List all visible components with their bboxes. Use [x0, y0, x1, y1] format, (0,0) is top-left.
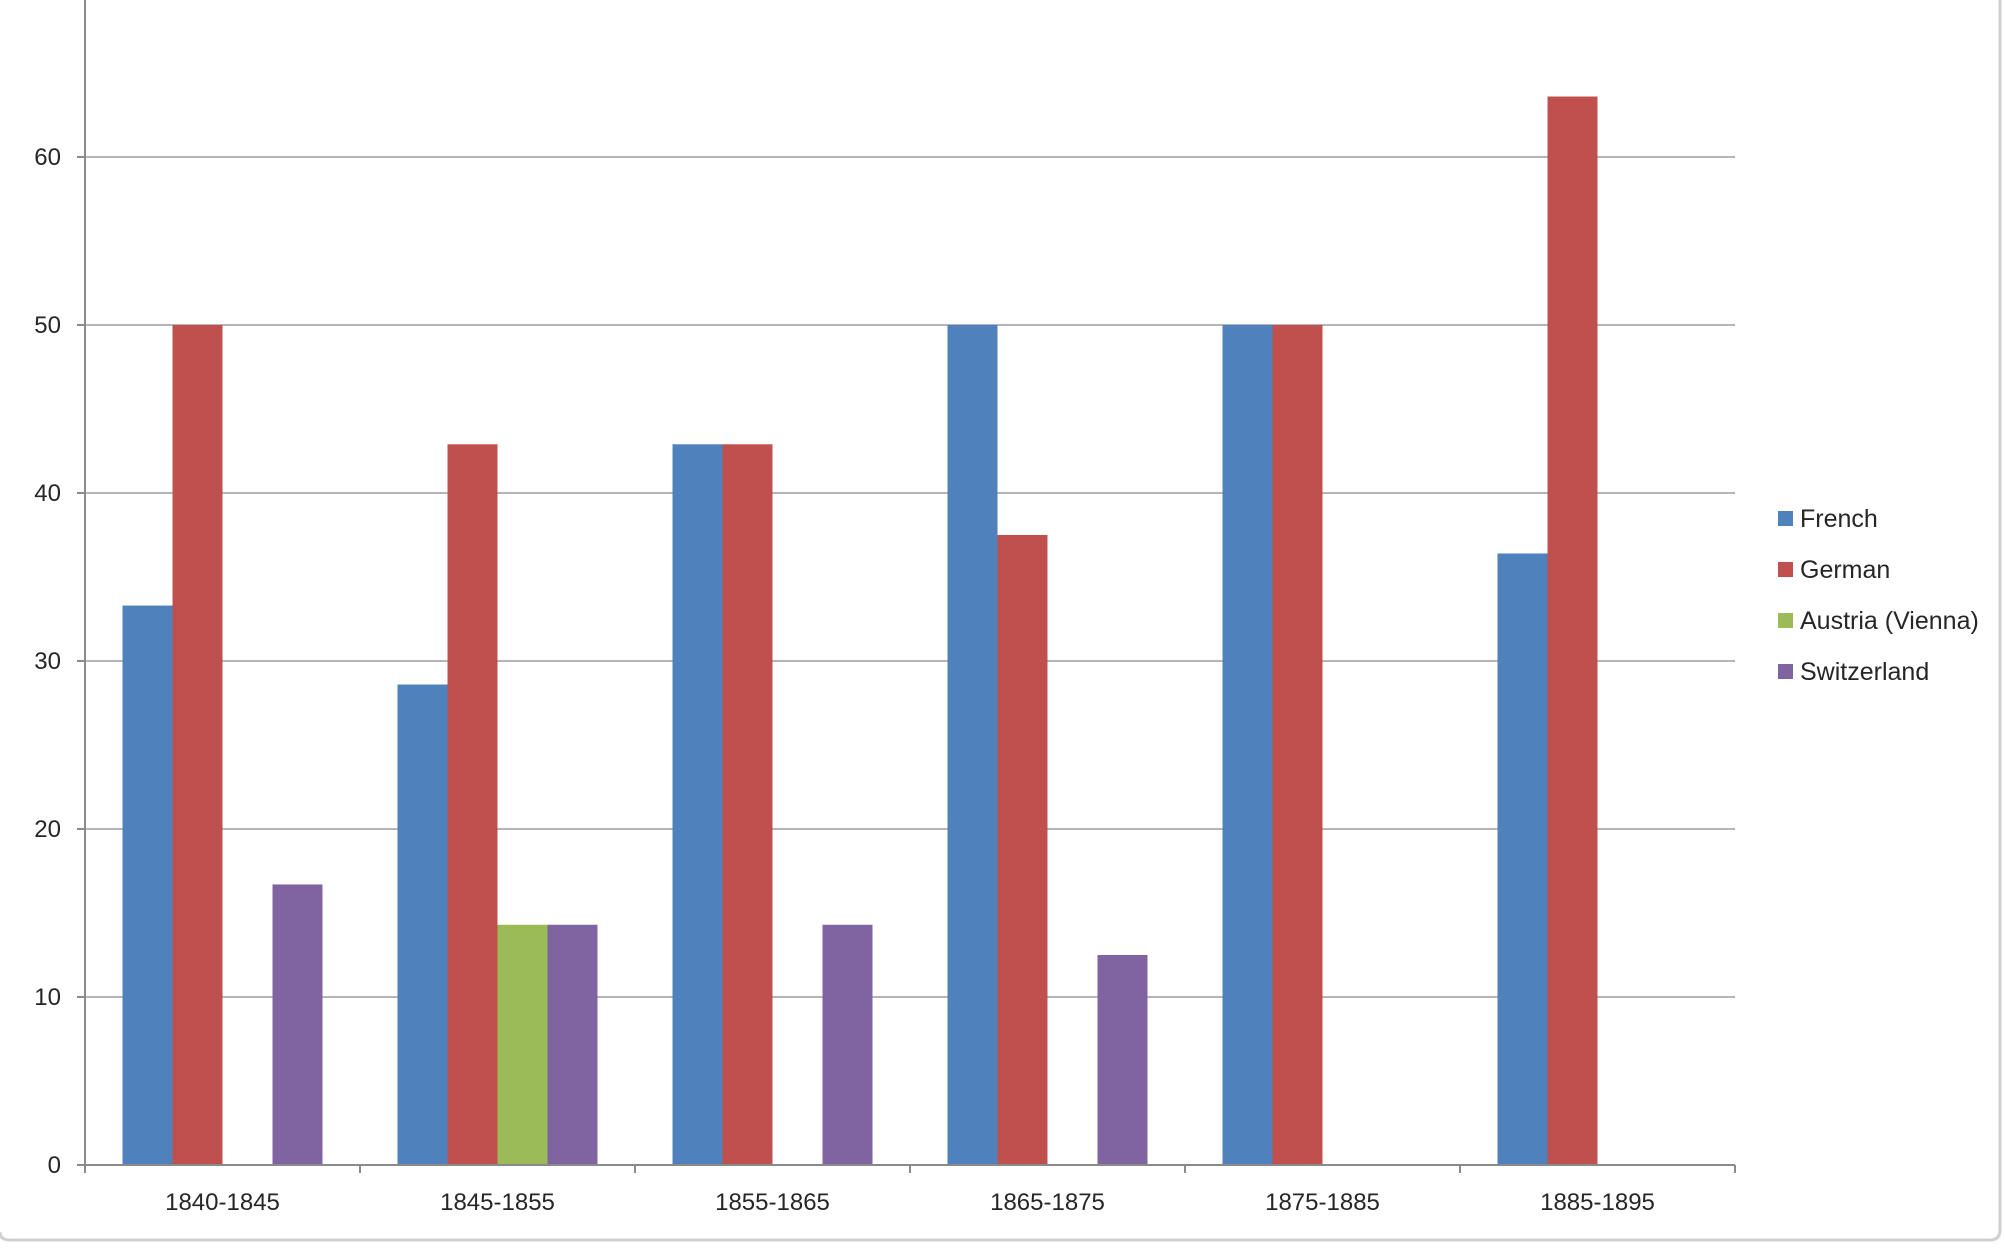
legend-label: French: [1800, 505, 1878, 533]
y-tick-label: 30: [34, 648, 61, 675]
legend-label: German: [1800, 556, 1890, 584]
bar: [947, 325, 998, 1165]
bar: [497, 924, 548, 1165]
bar: [672, 444, 723, 1165]
legend-swatch: [1778, 562, 1793, 577]
legend-swatch: [1778, 613, 1793, 628]
legend-swatch: [1778, 511, 1793, 526]
x-tick-labels: 1840-1845 1845-1855 1855-1865 1865-1875 1875…: [165, 1189, 1655, 1216]
y-tick-label: 60: [34, 144, 61, 171]
x-tick-label: 1885-1895: [1540, 1189, 1655, 1216]
bar: [822, 924, 873, 1165]
y-tick-label: 10: [34, 984, 61, 1011]
y-tick-label: 0: [48, 1152, 61, 1179]
x-tick-label: 1840-1845: [165, 1189, 280, 1216]
y-tick-label: 20: [34, 816, 61, 843]
legend-label: Switzerland: [1800, 658, 1929, 686]
x-tick-label: 1875-1885: [1265, 1189, 1380, 1216]
bar: [272, 884, 323, 1165]
bar: [1272, 325, 1323, 1165]
bar: [397, 684, 448, 1165]
bar: [1097, 955, 1148, 1165]
bar: [997, 535, 1048, 1165]
legend-swatch: [1778, 664, 1793, 679]
bar: [447, 444, 498, 1165]
y-tick-label: 50: [34, 312, 61, 339]
y-tick-label: 40: [34, 480, 61, 507]
bar: [1547, 96, 1598, 1165]
bar: [122, 605, 173, 1165]
x-tick-label: 1865-1875: [990, 1189, 1105, 1216]
bar: [547, 924, 598, 1165]
bar: [1497, 553, 1548, 1165]
bar: [722, 444, 773, 1165]
gridlines: [85, 156, 1735, 998]
y-tick-labels: 0 10 20 30 40 50 60: [34, 144, 61, 1179]
legend: French German Austria (Vienna) Switzerland: [1778, 505, 1979, 686]
bar: [1222, 325, 1273, 1165]
bar: [172, 325, 223, 1165]
x-tick-label: 1845-1855: [440, 1189, 555, 1216]
legend-label: Austria (Vienna): [1800, 607, 1979, 635]
x-tick-label: 1855-1865: [715, 1189, 830, 1216]
bars: [122, 96, 1598, 1165]
